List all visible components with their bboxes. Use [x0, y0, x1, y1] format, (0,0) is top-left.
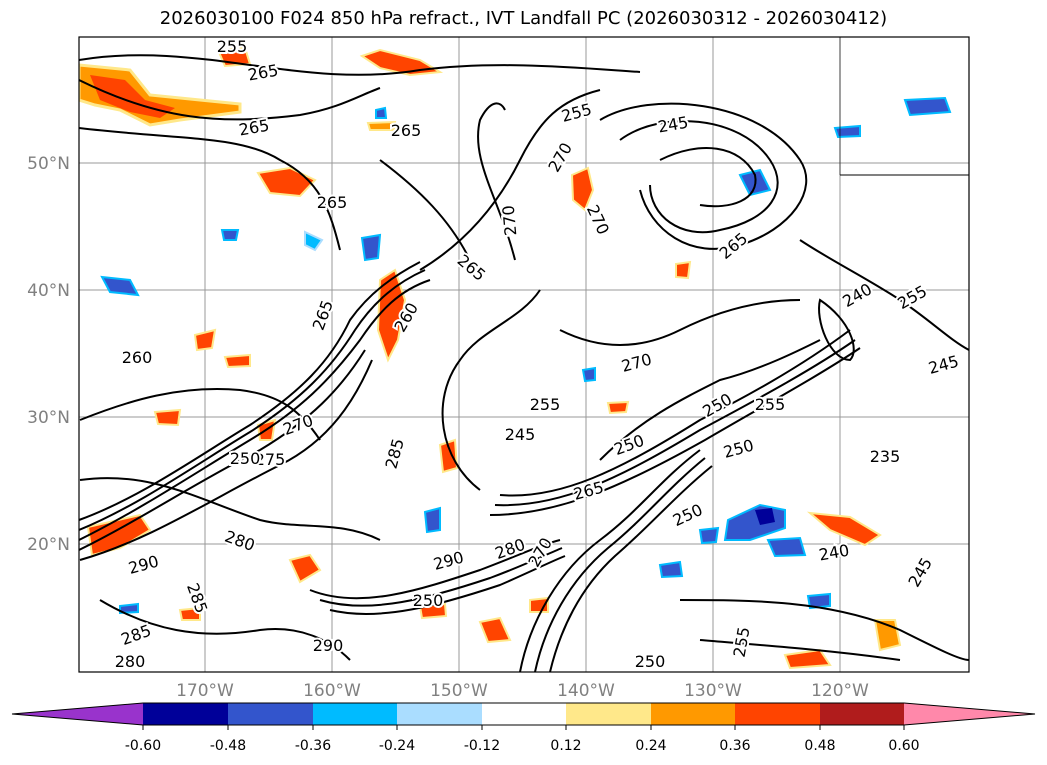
- colorbar-tick-label: -0.48: [210, 738, 246, 754]
- colorbar-segment: [143, 703, 228, 725]
- colorbar-tick-label: 0.24: [635, 738, 666, 754]
- colorbar-segment: [566, 703, 651, 725]
- contour-label: 250: [230, 449, 261, 468]
- colorbar-tick-label: 0.12: [550, 738, 581, 754]
- contour-label: 280: [115, 652, 146, 671]
- lon-label: 160°W: [303, 681, 361, 701]
- colorbar-tick-label: 0.48: [804, 738, 835, 754]
- colorbar-tick-label: -0.60: [125, 738, 161, 754]
- colorbar-tick-label: 0.36: [719, 738, 750, 754]
- lon-label: 130°W: [684, 681, 742, 701]
- contour-label: 260: [122, 348, 153, 367]
- map-frame: [78, 36, 970, 673]
- colorbar-segment: [397, 703, 482, 725]
- lat-label: 20°N: [27, 535, 70, 555]
- colorbar-tick-label: -0.24: [379, 738, 415, 754]
- colorbar-tick-label: -0.36: [295, 738, 331, 754]
- contour-label: 245: [505, 425, 536, 444]
- colorbar-segment: [904, 703, 1035, 725]
- contour-label: 255: [530, 395, 561, 414]
- contour-label: 270: [499, 204, 521, 236]
- contour-label: 255: [217, 37, 248, 56]
- contour-label: 250: [635, 652, 666, 671]
- lon-label: 150°W: [430, 681, 488, 701]
- chart-title: 2026030100 F024 850 hPa refract., IVT La…: [159, 8, 888, 29]
- colorbar-tick-label: -0.12: [464, 738, 500, 754]
- colorbar-tick-label: 0.60: [888, 738, 919, 754]
- contour-label: 290: [313, 636, 344, 655]
- negative-anomaly-patches: [100, 96, 952, 615]
- colorbar-segment: [313, 703, 397, 725]
- refractivity-contours: [79, 54, 969, 672]
- contour-label: 250: [413, 591, 444, 610]
- contour-label: 240: [817, 541, 850, 565]
- colorbar: -0.60 -0.48 -0.36 -0.24 -0.12 0.12 0.24 …: [11, 702, 1036, 754]
- contour-label: 235: [870, 447, 901, 466]
- lon-label: 170°W: [176, 681, 234, 701]
- positive-anomaly-patches: [79, 46, 902, 670]
- contour-label: 265: [317, 193, 348, 212]
- lon-label: 120°W: [811, 681, 869, 701]
- colorbar-segment: [228, 703, 313, 725]
- lat-label: 50°N: [27, 154, 70, 174]
- contour-label: 255: [755, 395, 786, 414]
- lon-label: 140°W: [557, 681, 615, 701]
- lat-label: 40°N: [27, 281, 70, 301]
- colorbar-segment: [651, 703, 735, 725]
- colorbar-segment: [12, 703, 143, 725]
- lat-label: 30°N: [27, 408, 70, 428]
- contour-label: 265: [391, 121, 422, 140]
- colorbar-segment: [820, 703, 904, 725]
- colorbar-segment: [735, 703, 820, 725]
- contour-label: 275: [255, 450, 286, 469]
- colorbar-segment: [482, 703, 566, 725]
